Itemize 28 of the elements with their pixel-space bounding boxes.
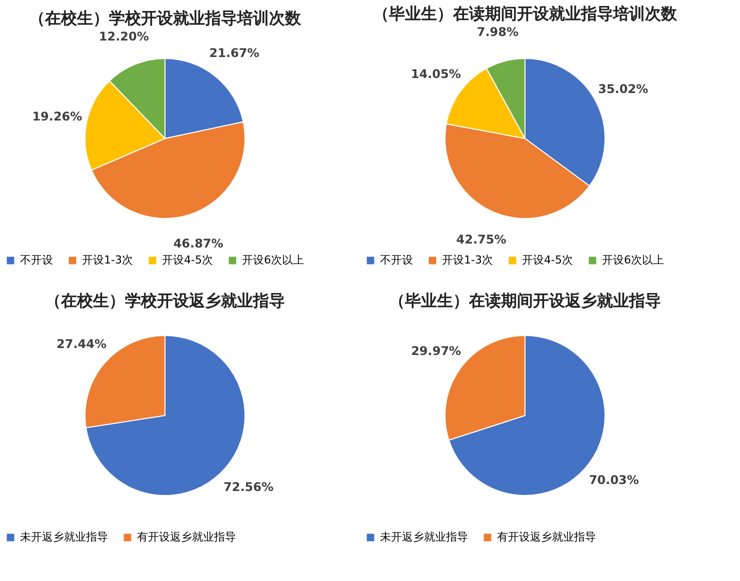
data-label: 12.20% <box>98 29 149 44</box>
legend-label: 开设6次以上 <box>602 254 664 267</box>
legend-label: 开设6次以上 <box>242 254 304 267</box>
data-label: 7.98% <box>476 24 518 39</box>
legend-label: 有开设返乡就业指导 <box>137 530 236 544</box>
legend-label: 未开返乡就业指导 <box>20 530 108 544</box>
data-label: 70.03% <box>588 473 639 488</box>
legend-label: 开设1-3次 <box>442 254 493 267</box>
chart-title: （毕业生）在读期间开设就业指导培训次数 <box>373 4 678 23</box>
legend-label: 不开设 <box>380 254 413 267</box>
legend-label: 开设4-5次 <box>162 254 213 267</box>
data-label: 27.44% <box>56 336 106 351</box>
legend-label: 开设1-3次 <box>82 254 133 267</box>
chart-title: （毕业生）在读期间开设返乡就业指导 <box>389 291 661 310</box>
legend-label: 开设4-5次 <box>522 254 573 267</box>
legend-label: 不开设 <box>20 254 53 267</box>
data-label: 21.67% <box>209 46 260 60</box>
data-label: 19.26% <box>32 110 82 124</box>
data-label: 35.02% <box>598 82 648 96</box>
chart-title: （在校生）学校开设就业指导培训次数 <box>29 8 302 28</box>
data-label: 42.75% <box>456 232 506 246</box>
legend-label: 未开返乡就业指导 <box>380 530 468 544</box>
data-label: 14.05% <box>410 67 461 82</box>
legend-label: 有开设返乡就业指导 <box>497 530 596 544</box>
data-label: 72.56% <box>224 480 274 494</box>
data-label: 29.97% <box>411 344 462 358</box>
chart-title: （在校生）学校开设返乡就业指导 <box>45 291 285 310</box>
data-label: 46.87% <box>173 236 224 250</box>
